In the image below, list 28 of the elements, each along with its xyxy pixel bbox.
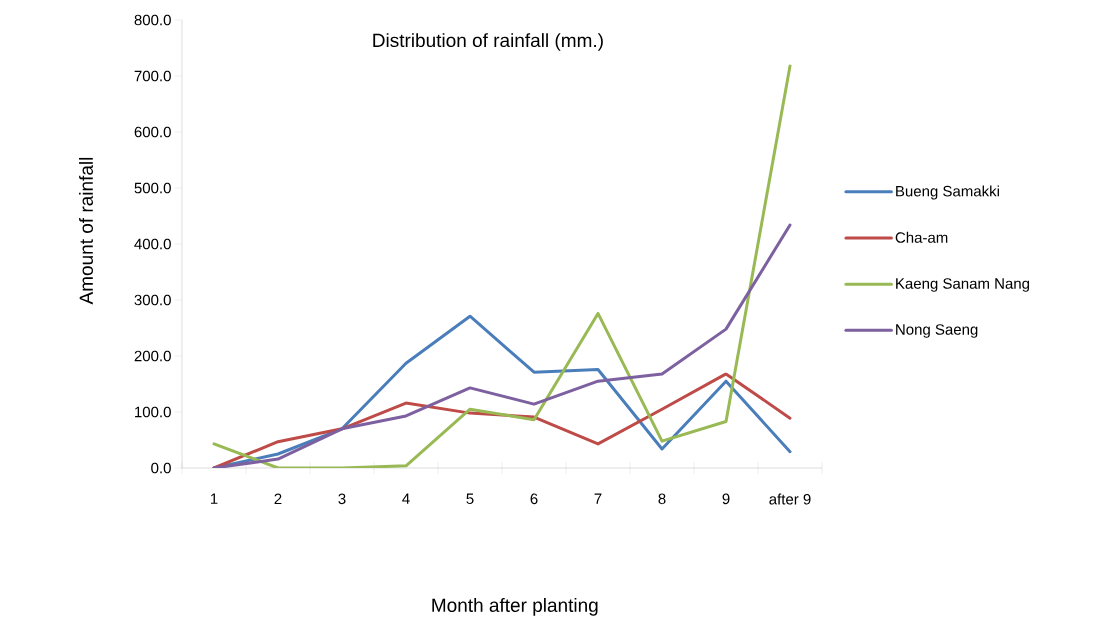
x-tick-label: 8 bbox=[658, 493, 666, 505]
y-tick-label: 800.0 bbox=[134, 14, 171, 26]
line-series bbox=[212, 64, 792, 468]
y-tick-label: 700.0 bbox=[134, 70, 171, 82]
x-tick-label: after 9 bbox=[769, 493, 811, 505]
y-axis-title: Amount of rainfall bbox=[79, 157, 93, 305]
y-tick-label: 500.0 bbox=[134, 182, 171, 194]
x-tick-label: 9 bbox=[722, 493, 730, 505]
x-tick-label: 2 bbox=[274, 493, 282, 505]
y-tick-label: 0.0 bbox=[151, 462, 171, 474]
text: Distribution of rainfall (mm.) bbox=[373, 33, 603, 51]
y-tick-label: 400.0 bbox=[134, 238, 171, 250]
x-tick-label: 4 bbox=[402, 493, 410, 504]
y-tick-label: 600.0 bbox=[134, 126, 171, 138]
x-tick-label: 6 bbox=[530, 493, 538, 505]
legend-label: Bueng Samakki bbox=[896, 185, 999, 200]
x-tick-label: 7 bbox=[594, 493, 602, 504]
y-tick-label: 100.0 bbox=[135, 406, 171, 418]
line-series bbox=[212, 223, 792, 468]
y-tick-label: 300.0 bbox=[134, 294, 171, 306]
legend-label: Kaeng Sanam Nang bbox=[896, 278, 1030, 292]
x-axis-title: Month after planting bbox=[432, 598, 598, 616]
y-tick-label: 200.0 bbox=[134, 350, 171, 362]
legend-label: Cha-am bbox=[895, 231, 948, 243]
x-tick-label: 5 bbox=[466, 493, 474, 504]
x-tick-label: 3 bbox=[338, 493, 346, 505]
legend-label: Nong Saeng bbox=[896, 324, 978, 338]
x-tick-label: 1 bbox=[210, 493, 218, 504]
